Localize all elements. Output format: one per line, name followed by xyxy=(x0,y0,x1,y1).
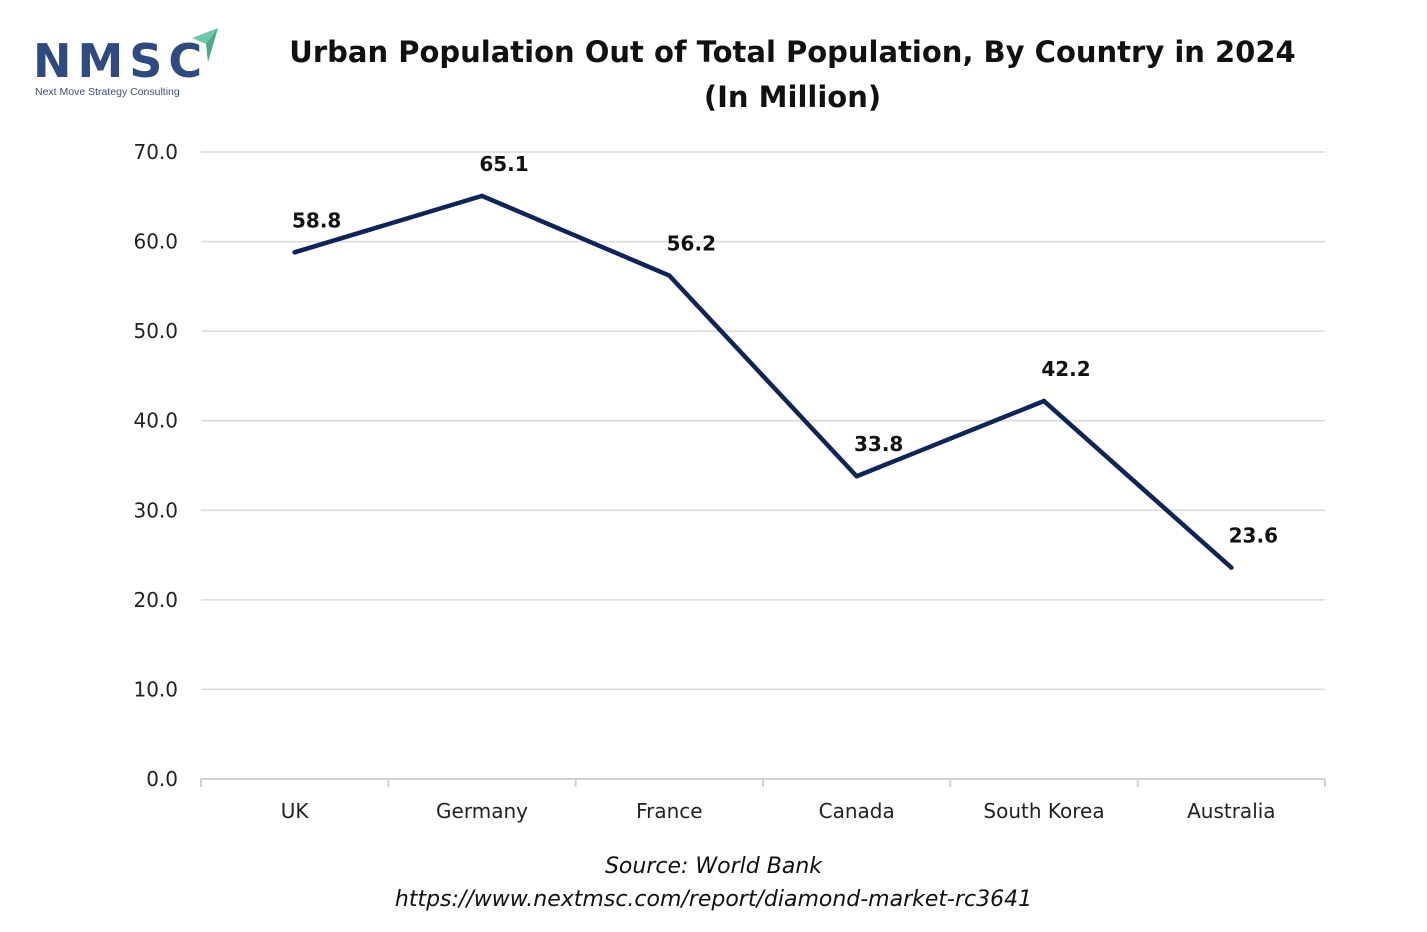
data-label: 23.6 xyxy=(1229,524,1278,548)
chart-title: Urban Population Out of Total Population… xyxy=(289,35,1296,114)
y-tick-label: 30.0 xyxy=(133,498,178,522)
data-point xyxy=(1041,398,1047,404)
data-label: 56.2 xyxy=(667,232,716,256)
data-label: 58.8 xyxy=(292,208,341,232)
y-tick-label: 50.0 xyxy=(133,319,178,343)
y-tick-label: 20.0 xyxy=(133,588,178,612)
y-tick-label: 70.0 xyxy=(133,140,178,164)
gridlines xyxy=(201,151,1325,691)
data-label: 42.2 xyxy=(1041,357,1090,381)
y-tick-label: 40.0 xyxy=(133,409,178,433)
x-tick-label: UK xyxy=(281,799,310,823)
source-note: Source: World Bank https://www.nextmsc.c… xyxy=(0,850,1427,916)
x-axis: UK Germany France Canada South Korea Australi… xyxy=(200,778,1326,823)
logo-letters: NMSC xyxy=(33,34,209,88)
source-url: https://www.nextmsc.com/report/diamond-m… xyxy=(394,887,1033,912)
x-tick-label: Canada xyxy=(819,799,895,823)
series-line xyxy=(292,193,1234,570)
x-tick-label: Germany xyxy=(436,799,528,823)
source-text: Source: World Bank xyxy=(604,854,823,879)
y-tick-label: 10.0 xyxy=(133,677,178,701)
data-point xyxy=(667,273,672,278)
x-tick-label: Australia xyxy=(1187,799,1275,823)
logo-tagline: Next Move Strategy Consulting xyxy=(35,86,180,98)
nmsc-logo: NMSC Next Move Strategy Consulting xyxy=(30,24,230,104)
data-label: 33.8 xyxy=(854,432,903,456)
y-tick-label: 0.0 xyxy=(146,767,178,791)
data-labels: 58.8 65.1 56.2 33.8 42.2 23.6 xyxy=(292,152,1278,548)
data-point xyxy=(479,193,485,199)
data-point xyxy=(292,250,297,255)
data-point xyxy=(1229,565,1234,570)
data-label: 65.1 xyxy=(479,152,528,176)
data-point xyxy=(854,474,859,479)
x-tick-label: France xyxy=(636,799,703,823)
logo-arrow-icon xyxy=(192,28,218,62)
y-axis: 0.0 10.0 20.0 30.0 40.0 50.0 60.0 70.0 xyxy=(133,140,178,791)
series xyxy=(292,193,1234,570)
y-tick-label: 60.0 xyxy=(133,230,178,254)
x-tick-label: South Korea xyxy=(983,799,1104,823)
